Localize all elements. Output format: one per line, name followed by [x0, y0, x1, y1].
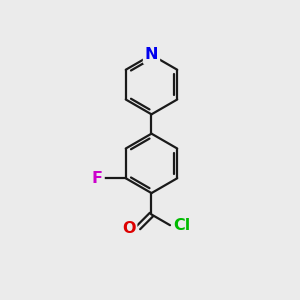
Text: Cl: Cl: [174, 218, 191, 233]
Text: N: N: [145, 47, 158, 62]
Text: O: O: [122, 220, 136, 236]
Text: F: F: [92, 171, 103, 186]
